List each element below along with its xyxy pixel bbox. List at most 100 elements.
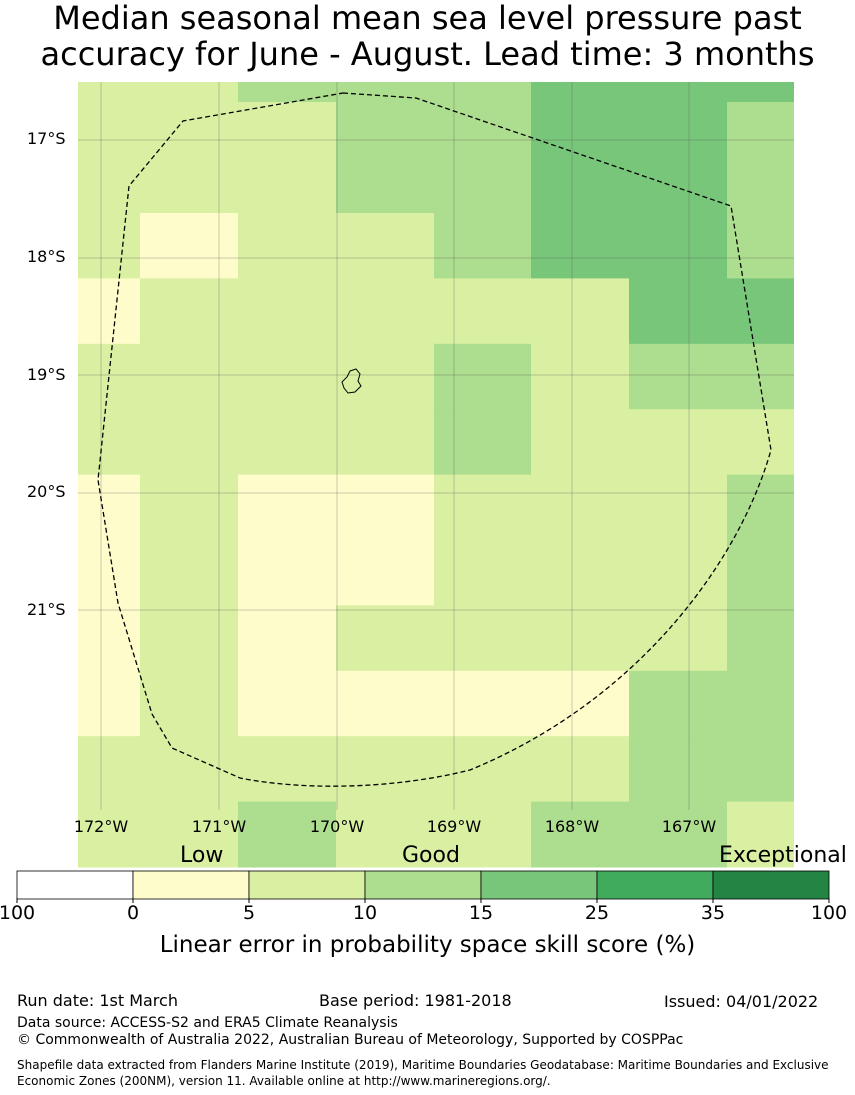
colorbar-tick: 100	[810, 902, 848, 924]
grid-cell	[140, 474, 238, 541]
grid-cell	[531, 801, 629, 868]
grid-cell	[629, 102, 727, 214]
grid-cell	[434, 540, 531, 606]
lon-label-168w: 168°W	[544, 817, 600, 836]
grid-cell	[434, 409, 531, 476]
grid-cell	[78, 736, 140, 803]
grid-cell	[140, 343, 238, 410]
grid-cell	[238, 540, 336, 606]
grid-cell	[727, 82, 794, 103]
data-source: Data source: ACCESS-S2 and ERA5 Climate …	[17, 1015, 398, 1031]
grid-cell	[629, 736, 727, 803]
base-period: Base period: 1981-2018	[319, 991, 512, 1010]
grid-cell	[629, 409, 727, 476]
grid-cell	[727, 213, 794, 279]
grid-cell	[531, 736, 629, 803]
colorbar-tick: 10	[352, 902, 378, 924]
lon-label-169w: 169°W	[426, 817, 482, 836]
legend-category-low: Low	[180, 843, 224, 868]
grid-cell	[238, 102, 336, 214]
colorbar-tick: 25	[584, 902, 610, 924]
grid-cell	[629, 474, 727, 541]
grid-cell	[336, 343, 434, 410]
lat-label-18s: 18°S	[27, 247, 66, 266]
grid-cell	[336, 474, 434, 541]
grid-cell	[336, 670, 434, 737]
grid-cell	[336, 409, 434, 476]
grid-cell	[727, 474, 794, 541]
grid-cell	[727, 605, 794, 672]
skill-grid	[78, 82, 794, 868]
copyright: © Commonwealth of Australia 2022, Austra…	[17, 1032, 684, 1048]
grid-cell	[78, 409, 140, 476]
grid-cell	[238, 670, 336, 737]
colorbar-tick: 15	[468, 902, 494, 924]
grid-cell	[727, 801, 794, 868]
grid-cell	[629, 540, 727, 606]
run-date: Run date: 1st March	[17, 991, 178, 1010]
grid-cell	[629, 82, 727, 103]
grid-cell	[78, 213, 140, 279]
lat-label-17s: 17°S	[27, 129, 66, 148]
grid-cell	[140, 213, 238, 279]
grid-cell	[434, 343, 531, 410]
grid-cell	[727, 736, 794, 803]
grid-cell	[531, 605, 629, 672]
grid-cell	[434, 474, 531, 541]
grid-cell	[140, 736, 238, 803]
grid-cell	[336, 605, 434, 672]
grid-cell	[78, 540, 140, 606]
grid-cell	[140, 102, 238, 214]
grid-cell	[629, 278, 727, 345]
colorbar-swatch	[480, 870, 598, 900]
grid-cell	[238, 736, 336, 803]
colorbar-swatch	[364, 870, 482, 900]
lon-label-167w: 167°W	[661, 817, 717, 836]
grid-cell	[727, 343, 794, 410]
lat-label-19s: 19°S	[27, 365, 66, 384]
grid-cell	[629, 801, 727, 868]
lon-label-171w: 171°W	[191, 817, 247, 836]
map-title-line-1: Median seasonal mean sea level pressure …	[53, 0, 802, 37]
colorbar-tick: 5	[242, 902, 256, 924]
grid-cell	[727, 102, 794, 214]
grid-cell	[238, 801, 336, 868]
grid-cell	[336, 736, 434, 803]
grid-cell	[434, 801, 531, 868]
grid-cell	[78, 670, 140, 737]
colorbar-swatch	[596, 870, 714, 900]
grid-cell	[336, 801, 434, 868]
grid-cell	[238, 605, 336, 672]
grid-cell	[434, 605, 531, 672]
colorbar-tick: 35	[700, 902, 726, 924]
lat-label-21s: 21°S	[27, 600, 66, 619]
grid-cell	[238, 213, 336, 279]
legend-category-exceptional: Exceptional	[719, 843, 847, 868]
grid-cell	[336, 278, 434, 345]
shapefile-credit: Shapefile data extracted from Flanders M…	[17, 1058, 829, 1088]
grid-cell	[727, 670, 794, 737]
lon-label-170w: 170°W	[309, 817, 365, 836]
grid-cell	[78, 343, 140, 410]
grid-cell	[434, 278, 531, 345]
colorbar-tick: 100	[0, 902, 36, 924]
colorbar	[16, 870, 830, 900]
grid-cell	[531, 474, 629, 541]
grid-cell	[434, 102, 531, 214]
grid-cell	[727, 409, 794, 476]
colorbar-swatch	[16, 870, 134, 900]
grid-cell	[727, 278, 794, 345]
issued-date: Issued: 04/01/2022	[664, 992, 819, 1011]
grid-cell	[238, 409, 336, 476]
grid-cell	[140, 605, 238, 672]
grid-cell	[140, 670, 238, 737]
colorbar-swatch	[248, 870, 366, 900]
grid-cell	[531, 102, 629, 214]
grid-cell	[531, 343, 629, 410]
grid-cell	[140, 82, 238, 103]
grid-cell	[78, 278, 140, 345]
grid-cell	[434, 736, 531, 803]
map-title-line-2: accuracy for June - August. Lead time: 3…	[40, 35, 815, 73]
grid-cell	[434, 213, 531, 279]
grid-cell	[434, 670, 531, 737]
